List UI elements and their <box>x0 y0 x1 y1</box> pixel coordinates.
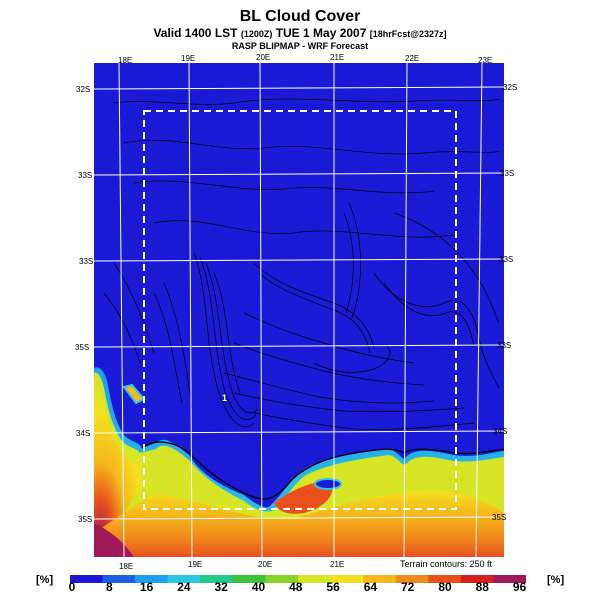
coastline <box>141 441 504 500</box>
colorbar-swatch <box>460 575 494 583</box>
colorbar-tick-label: 0 <box>68 580 76 594</box>
colorbar-swatch <box>265 575 299 583</box>
left-lat-label-2: 33S <box>78 171 93 180</box>
bottom-lon-label-2: 19E <box>188 560 203 569</box>
right-lat-label-1: 32S <box>503 83 518 92</box>
colorbar-unit-left: [%] <box>36 574 54 586</box>
top-lon-label-1: 18E <box>118 56 133 65</box>
colorbar-swatch <box>363 575 397 583</box>
right-lat-label-5: 34S <box>493 427 508 436</box>
left-lat-label-4: 35S <box>75 343 90 352</box>
date-label: TUE 1 May 2007 <box>275 26 367 40</box>
bottom-lon-label-1: 18E <box>119 562 134 571</box>
colorbar-swatch <box>298 575 332 583</box>
colorbar-tick-label: 8 <box>105 580 113 594</box>
top-lon-label-4: 21E <box>330 53 345 62</box>
colorbar-tick-label: 72 <box>401 580 415 594</box>
colorbar-swatch <box>167 575 201 583</box>
cloud-max-patch <box>274 481 333 514</box>
left-lat-label-5: 34S <box>76 429 91 438</box>
colorbar-swatch <box>330 575 364 583</box>
map-canvas <box>94 63 504 557</box>
bottom-lon-label-3: 20E <box>258 560 273 569</box>
colorbar-tick-label: 16 <box>139 580 154 594</box>
colorbar-swatch <box>428 575 462 583</box>
top-lon-label-6: 23E <box>478 56 493 65</box>
forecast-label: [18hrFcst@2327z] <box>369 29 447 39</box>
colorbar-swatch <box>135 575 169 583</box>
top-lon-label-3: 20E <box>256 53 271 62</box>
right-lat-label-3: 33S <box>499 255 514 264</box>
graticule <box>94 63 504 557</box>
left-lat-label-3: 33S <box>79 257 94 266</box>
colorbar-swatch <box>493 575 526 583</box>
colorbar-swatch <box>70 575 104 583</box>
right-lat-label-6: 35S <box>492 513 507 522</box>
left-lat-label-6: 35S <box>78 515 93 524</box>
colorbar-tick-label: 56 <box>326 580 340 594</box>
colorbar-tick-label: 96 <box>512 580 527 594</box>
colorbar-swatch <box>232 575 266 583</box>
colorbar <box>70 575 526 583</box>
right-lat-label-2: 33S <box>500 169 515 178</box>
colorbar-tick-label: 24 <box>177 580 191 594</box>
colorbar-svg <box>70 575 526 583</box>
source-label: RASP BLIPMAP - WRF Forecast <box>231 41 369 51</box>
colorbar-tick-label: 32 <box>214 580 228 594</box>
colorbar-swatch <box>395 575 429 583</box>
valid-time-subtitle: Valid 1400 LST (1200Z) TUE 1 May 2007 [1… <box>0 26 600 40</box>
utc-label: (1200Z) <box>240 29 273 39</box>
colorbar-tick-label: 48 <box>289 580 303 594</box>
clear-spot <box>314 478 342 490</box>
inner-domain-boundary <box>143 110 457 510</box>
south-heavy-cloud-area <box>94 490 504 557</box>
colorbar-tick-label: 80 <box>438 580 452 594</box>
cloud-cover-map: 1 <box>94 63 504 557</box>
colorbar-swatch <box>200 575 234 583</box>
colorbar-unit-right: [%] <box>547 574 565 586</box>
colorbar-tick-label: 88 <box>475 580 489 594</box>
terrain-contour-note: Terrain contours: 250 ft <box>400 559 493 569</box>
colorbar-swatch <box>102 575 136 583</box>
top-lon-label-2: 19E <box>181 54 196 63</box>
valid-lst-label: Valid 1400 LST <box>153 26 238 40</box>
terrain-contours <box>103 98 500 430</box>
left-lat-label-1: 32S <box>76 85 91 94</box>
colorbar-tick-label: 64 <box>363 580 378 594</box>
point-label: 1 <box>222 393 228 403</box>
chart-title: BL Cloud Cover <box>239 8 361 25</box>
bottom-lon-label-4: 21E <box>330 560 345 569</box>
right-lat-label-4: 33S <box>497 341 512 350</box>
colorbar-tick-label: 40 <box>251 580 266 594</box>
west-coast-cloud-area <box>94 382 154 557</box>
top-lon-label-5: 22E <box>405 54 420 63</box>
